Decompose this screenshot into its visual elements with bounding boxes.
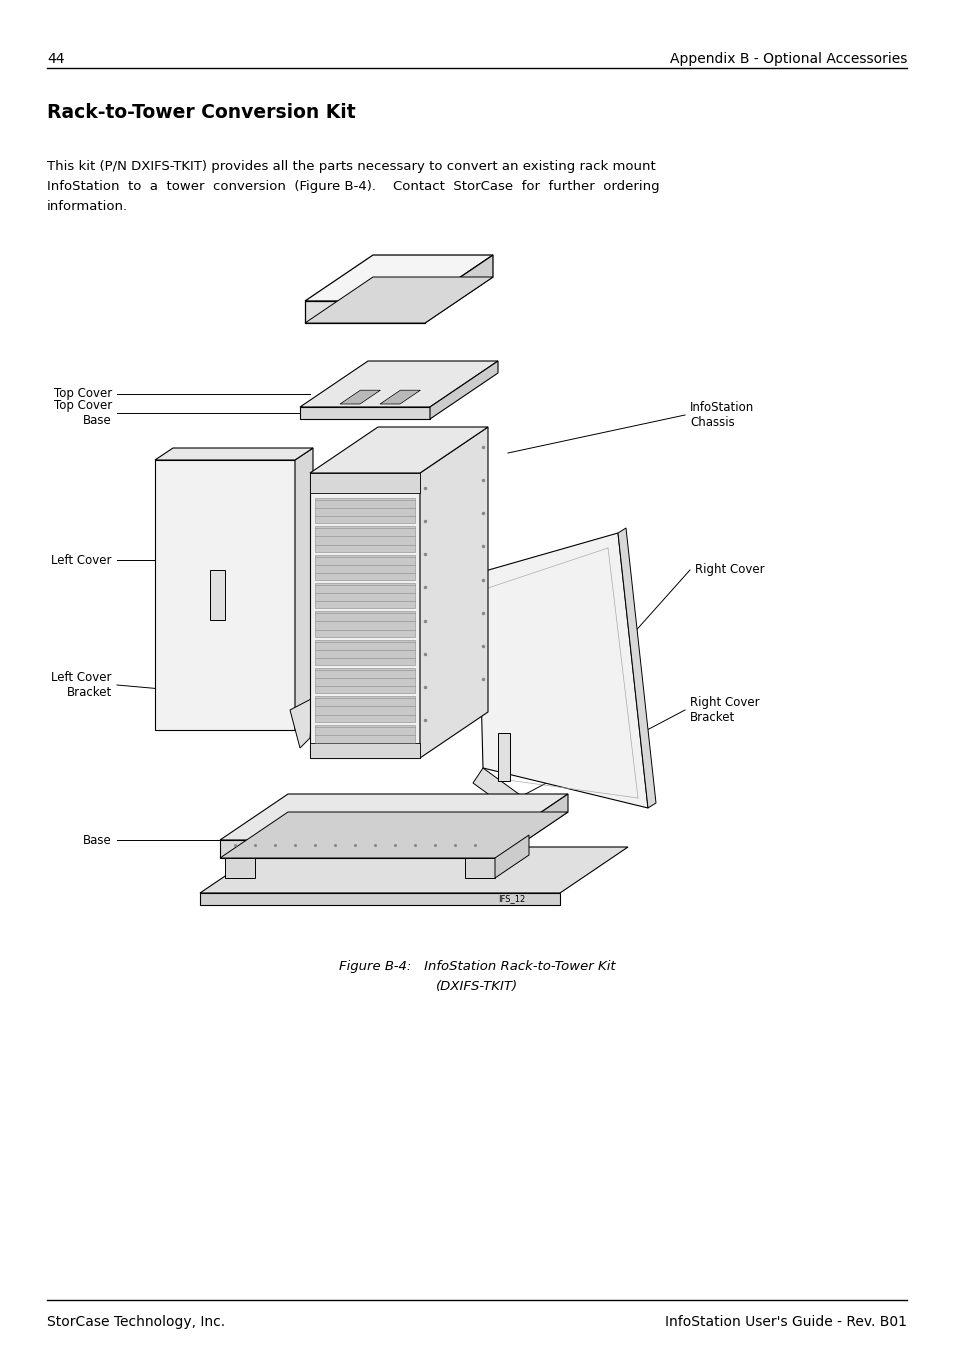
Polygon shape xyxy=(225,858,254,878)
Polygon shape xyxy=(220,812,567,858)
Polygon shape xyxy=(310,427,488,474)
Polygon shape xyxy=(154,460,294,730)
Text: Right Cover
Bracket: Right Cover Bracket xyxy=(689,695,759,724)
Polygon shape xyxy=(200,893,559,905)
Text: information.: information. xyxy=(47,200,128,214)
Polygon shape xyxy=(314,612,415,637)
Polygon shape xyxy=(314,526,415,552)
Polygon shape xyxy=(424,255,493,323)
Polygon shape xyxy=(379,390,420,404)
Polygon shape xyxy=(314,697,415,721)
Text: Top Cover
Base: Top Cover Base xyxy=(53,398,112,427)
Polygon shape xyxy=(299,361,497,407)
Text: Left Cover: Left Cover xyxy=(51,553,112,567)
Polygon shape xyxy=(310,474,419,758)
Polygon shape xyxy=(314,498,415,523)
Polygon shape xyxy=(430,361,497,419)
Polygon shape xyxy=(299,407,430,419)
Polygon shape xyxy=(499,794,567,858)
Polygon shape xyxy=(305,255,493,301)
Text: Right Cover: Right Cover xyxy=(695,564,763,576)
Text: Appendix B - Optional Accessories: Appendix B - Optional Accessories xyxy=(669,52,906,66)
Text: IFS_12: IFS_12 xyxy=(497,894,525,904)
Polygon shape xyxy=(497,732,510,780)
Polygon shape xyxy=(305,301,424,323)
Polygon shape xyxy=(339,390,380,404)
Polygon shape xyxy=(294,448,313,730)
Text: This kit (P/N DXIFS-TKIT) provides all the parts necessary to convert an existin: This kit (P/N DXIFS-TKIT) provides all t… xyxy=(47,160,655,172)
Polygon shape xyxy=(220,841,499,858)
Polygon shape xyxy=(210,570,225,620)
Text: Figure B-4:   InfoStation Rack-to-Tower Kit: Figure B-4: InfoStation Rack-to-Tower Ki… xyxy=(338,960,615,973)
Polygon shape xyxy=(477,533,647,808)
Polygon shape xyxy=(290,698,313,747)
Text: Rack-to-Tower Conversion Kit: Rack-to-Tower Conversion Kit xyxy=(47,103,355,122)
Polygon shape xyxy=(419,427,488,758)
Polygon shape xyxy=(220,794,567,841)
Polygon shape xyxy=(314,554,415,580)
Polygon shape xyxy=(154,448,313,460)
Text: InfoStation  to  a  tower  conversion  (Figure B-4).    Contact  StorCase  for  : InfoStation to a tower conversion (Figur… xyxy=(47,179,659,193)
Polygon shape xyxy=(314,668,415,693)
Text: InfoStation User's Guide - Rev. B01: InfoStation User's Guide - Rev. B01 xyxy=(664,1316,906,1329)
Polygon shape xyxy=(310,743,419,758)
Polygon shape xyxy=(200,847,627,893)
Text: InfoStation
Chassis: InfoStation Chassis xyxy=(689,401,754,428)
Polygon shape xyxy=(473,768,537,823)
Polygon shape xyxy=(618,528,656,808)
Text: Top Cover: Top Cover xyxy=(53,387,112,401)
Text: Left Cover
Bracket: Left Cover Bracket xyxy=(51,671,112,700)
Polygon shape xyxy=(310,474,419,493)
Polygon shape xyxy=(305,277,493,323)
Polygon shape xyxy=(314,583,415,608)
Polygon shape xyxy=(495,835,529,878)
Polygon shape xyxy=(314,639,415,665)
Polygon shape xyxy=(464,858,495,878)
Polygon shape xyxy=(314,724,415,750)
Text: 44: 44 xyxy=(47,52,65,66)
Text: StorCase Technology, Inc.: StorCase Technology, Inc. xyxy=(47,1316,225,1329)
Text: (DXIFS-TKIT): (DXIFS-TKIT) xyxy=(436,980,517,993)
Text: Base: Base xyxy=(83,834,112,846)
